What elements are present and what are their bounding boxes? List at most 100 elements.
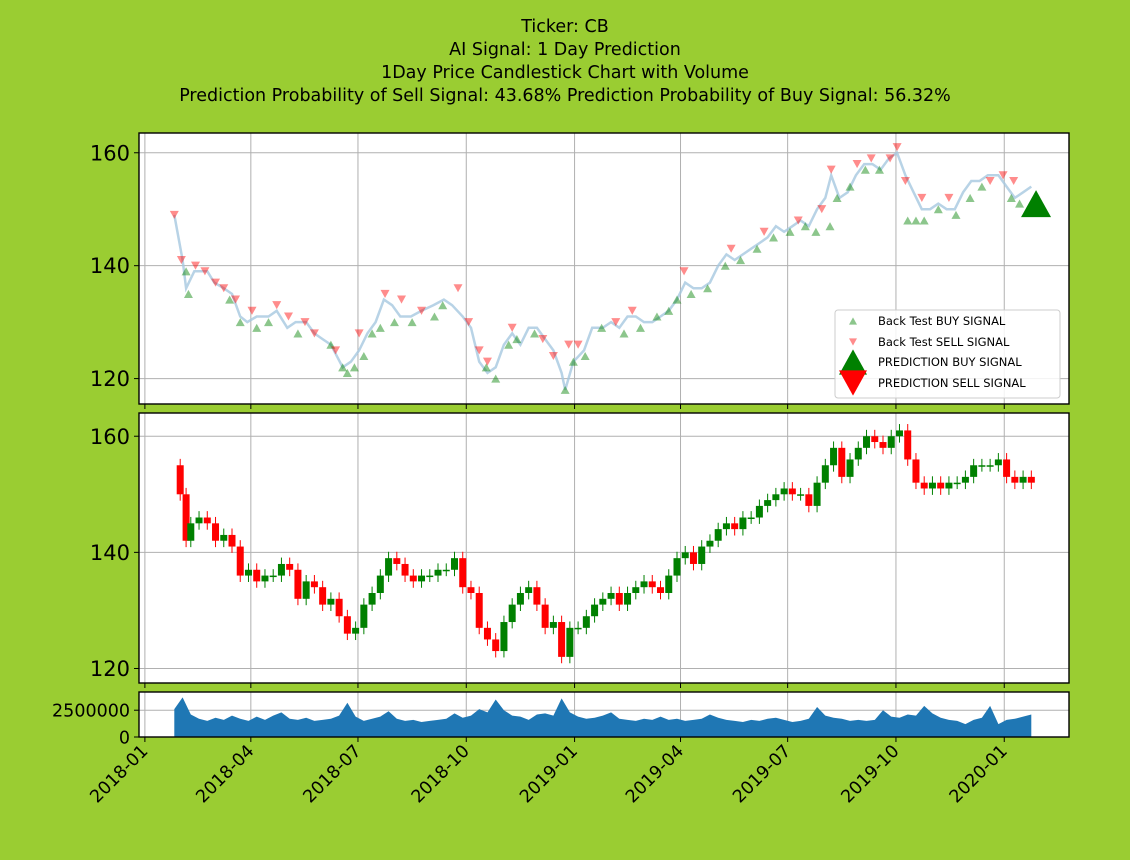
signals-y-tick-label: 120	[90, 367, 130, 391]
candle-down	[558, 622, 566, 657]
date-axis: 2018-01 2018-04 2018-07 2018-10 2019-01 2019-…	[87, 741, 1012, 807]
candle-down	[937, 482, 945, 489]
candle-up	[385, 558, 393, 576]
candle-up	[302, 581, 310, 599]
backtest-buy-marker	[530, 329, 540, 338]
x-tick-label: 2019-10	[838, 741, 904, 807]
x-tick-label: 2018-01	[87, 741, 153, 807]
backtest-sell-marker	[507, 323, 517, 332]
candle-down	[236, 546, 244, 576]
legend-marker	[839, 370, 867, 396]
candle-up	[928, 482, 936, 489]
backtest-sell-marker	[284, 312, 294, 321]
candle-down	[228, 534, 236, 547]
x-tick-label: 2018-04	[193, 741, 259, 807]
backtest-buy-marker	[438, 301, 448, 310]
candle-down	[286, 563, 294, 570]
candle-down	[343, 616, 351, 634]
candle-up	[277, 563, 285, 576]
backtest-buy-marker	[703, 284, 713, 293]
candle-up	[978, 465, 986, 467]
backtest-sell-marker	[573, 340, 583, 349]
backtest-sell-marker	[866, 154, 876, 163]
backtest-buy-marker	[619, 329, 629, 338]
candle-up	[673, 558, 681, 576]
backtest-buy-marker	[504, 340, 514, 349]
title-chart-type: 1Day Price Candlestick Chart with Volume	[381, 63, 749, 83]
candle-up	[269, 575, 277, 578]
backtest-sell-marker	[482, 357, 492, 366]
legend-box	[834, 309, 1061, 399]
candle-down	[1011, 476, 1019, 483]
backtest-sell-marker	[464, 318, 474, 327]
candle-up	[426, 575, 434, 578]
candle-down	[393, 558, 401, 564]
backtest-buy-marker	[252, 323, 262, 332]
candle-up	[813, 482, 821, 506]
candle-down	[294, 569, 302, 599]
candle-down	[182, 494, 190, 541]
backtest-buy-marker	[597, 323, 607, 332]
backtest-sell-marker	[231, 295, 241, 304]
candle-up	[368, 593, 376, 605]
candle-up	[582, 616, 590, 628]
candle-up	[607, 593, 615, 599]
backtest-buy-marker	[769, 233, 779, 242]
candle-up	[244, 569, 252, 576]
candle-up	[714, 529, 722, 541]
candle-down	[467, 587, 475, 593]
candle-down	[838, 447, 846, 477]
backtest-sell-marker	[726, 244, 736, 253]
backtest-buy-marker	[951, 210, 961, 219]
candle-up	[516, 593, 524, 605]
backtest-buy-marker	[672, 295, 682, 304]
backtest-buy-marker	[181, 267, 191, 276]
candle-up	[195, 517, 203, 524]
legend-label: PREDICTION SELL SIGNAL	[878, 376, 1026, 390]
candle-down	[319, 587, 327, 605]
legend-label: Back Test SELL SIGNAL	[878, 335, 1010, 349]
backtest-buy-marker	[635, 323, 645, 332]
candle-up	[895, 430, 903, 437]
title-probabilities: Prediction Probability of Sell Signal: 4…	[179, 86, 951, 106]
backtest-sell-marker	[985, 176, 995, 186]
candle-down	[533, 587, 541, 605]
backtest-sell-marker	[917, 193, 927, 202]
signals-frame	[138, 132, 1070, 405]
price-line	[173, 150, 1033, 391]
backtest-sell-marker	[885, 154, 895, 163]
legend-marker	[849, 317, 857, 325]
chart-titles: Ticker: CB AI Signal: 1 Day Prediction 1…	[0, 16, 1130, 108]
candle-down	[409, 575, 417, 582]
candle-up	[352, 627, 360, 634]
candle-up	[450, 558, 458, 570]
backtest-sell-marker	[219, 284, 229, 293]
backtest-buy-marker	[911, 216, 921, 225]
price-plot-background	[139, 413, 1069, 683]
candle-up	[953, 482, 961, 485]
volume-panel: 0 2500000	[52, 691, 1070, 748]
candle-up	[327, 598, 335, 605]
price-y-tick-label: 140	[90, 541, 130, 565]
candle-down	[475, 593, 483, 628]
candle-up	[220, 534, 228, 541]
x-tick-label: 2018-10	[408, 741, 474, 807]
backtest-buy-marker	[860, 165, 870, 174]
backtest-buy-marker	[389, 318, 399, 327]
backtest-buy-marker	[720, 261, 730, 270]
backtest-sell-marker	[548, 351, 558, 361]
prediction-buy-marker	[1021, 190, 1052, 218]
backtest-sell-marker	[309, 329, 319, 338]
candle-down	[1003, 459, 1011, 477]
candle-up	[549, 622, 557, 628]
candle-down	[212, 523, 220, 541]
candle-up	[566, 627, 574, 657]
backtest-buy-marker	[664, 306, 674, 315]
backtest-sell-marker	[852, 160, 862, 169]
candle-up	[772, 494, 780, 501]
candle-up	[591, 604, 599, 617]
legend-marker	[839, 349, 867, 375]
candle-up	[665, 575, 673, 593]
backtest-sell-marker	[611, 318, 621, 327]
